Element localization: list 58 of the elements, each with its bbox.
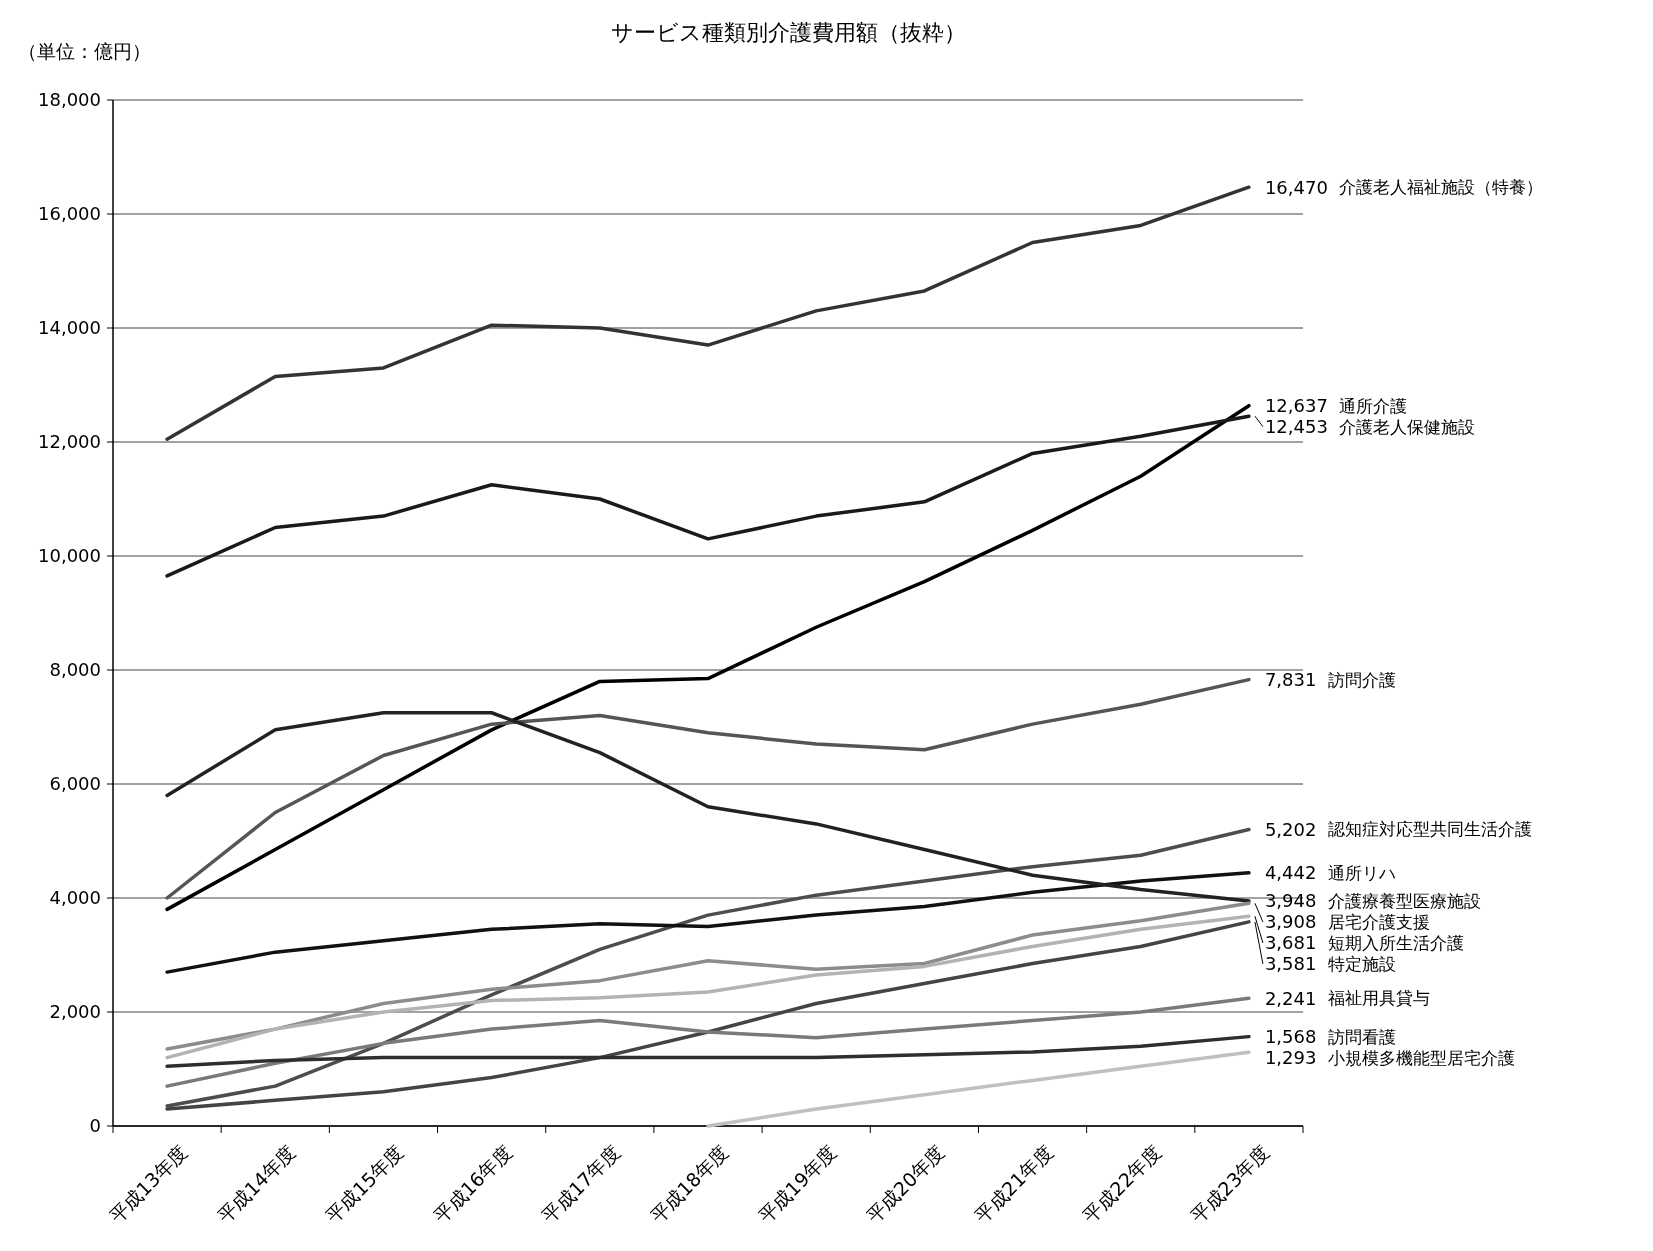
y-tick-label: 4,000 [49, 887, 101, 909]
line-series [165, 414, 1251, 578]
data-label: 2,241 [1264, 987, 1317, 1009]
text: 訪問看護 [1327, 1026, 1396, 1047]
data-label: 12,453 [1264, 415, 1328, 437]
text: 通所介護 [1338, 395, 1407, 416]
line-series [165, 185, 1251, 441]
text: 福祉用具貸与 [1327, 988, 1430, 1009]
y-tick-label: 16,000 [38, 203, 101, 225]
text: 短期入所生活介護 [1327, 932, 1464, 953]
line-series [165, 996, 1251, 1088]
line-series [165, 871, 1251, 974]
x-tick-label: 平成15年度 [321, 1140, 408, 1228]
y-tick-label: 18,000 [38, 89, 101, 111]
data-label: 3,681 [1264, 932, 1317, 954]
line-series [165, 711, 1251, 903]
x-tick-label: 平成18年度 [645, 1140, 733, 1228]
text: 居宅介護支援 [1327, 911, 1430, 932]
line-series [165, 1034, 1251, 1068]
x-tick-label: 平成23年度 [1186, 1140, 1274, 1228]
y-tick-label: 6,000 [49, 773, 101, 795]
x-tick-label: 平成13年度 [104, 1140, 192, 1228]
y-tick-label: 8,000 [49, 659, 101, 681]
text: 介護老人保健施設 [1338, 416, 1475, 437]
text: 介護老人福祉施設（特養） [1338, 177, 1543, 198]
data-label: 16,470 [1264, 176, 1328, 198]
y-tick-label: 2,000 [49, 1001, 101, 1023]
y-tick-label: 14,000 [38, 317, 101, 339]
line-series [165, 403, 1251, 912]
text: 通所リハ [1327, 862, 1396, 883]
x-tick-label: 平成20年度 [862, 1140, 949, 1228]
data-label: 7,831 [1264, 668, 1317, 690]
y-tick-label: 12,000 [38, 431, 101, 453]
data-label: 4,442 [1264, 862, 1317, 884]
text: 認知症対応型共同生活介護 [1327, 819, 1532, 840]
data-label: 1,293 [1264, 1046, 1317, 1068]
data-label: 12,637 [1264, 394, 1328, 416]
data-label: 5,202 [1264, 818, 1317, 840]
data-label: 3,948 [1264, 890, 1317, 912]
y-tick-label: 10,000 [38, 545, 101, 567]
x-tick-label: 平成21年度 [970, 1140, 1057, 1228]
y-tick-label: 0 [89, 1115, 101, 1137]
x-tick-label: 平成17年度 [537, 1140, 625, 1228]
chart-title: サービス種類別介護費用額（抜粋） [610, 20, 966, 45]
x-tick-label: 平成19年度 [754, 1140, 841, 1228]
text: 介護療養型医療施設 [1327, 890, 1481, 911]
text: 訪問介護 [1327, 669, 1396, 690]
data-label: 1,568 [1264, 1025, 1317, 1047]
x-tick-label: 平成22年度 [1078, 1140, 1165, 1228]
y-axis-title: （単位：億円） [18, 40, 151, 62]
data-label: 3,908 [1264, 911, 1317, 933]
text: 特定施設 [1327, 953, 1396, 974]
x-tick-label: 平成16年度 [429, 1140, 516, 1228]
line-series [706, 1050, 1251, 1128]
text: 小規模多機能型居宅介護 [1327, 1047, 1515, 1068]
x-tick-label: 平成14年度 [213, 1140, 300, 1228]
data-label: 3,581 [1264, 953, 1317, 975]
line-series [165, 677, 1251, 900]
